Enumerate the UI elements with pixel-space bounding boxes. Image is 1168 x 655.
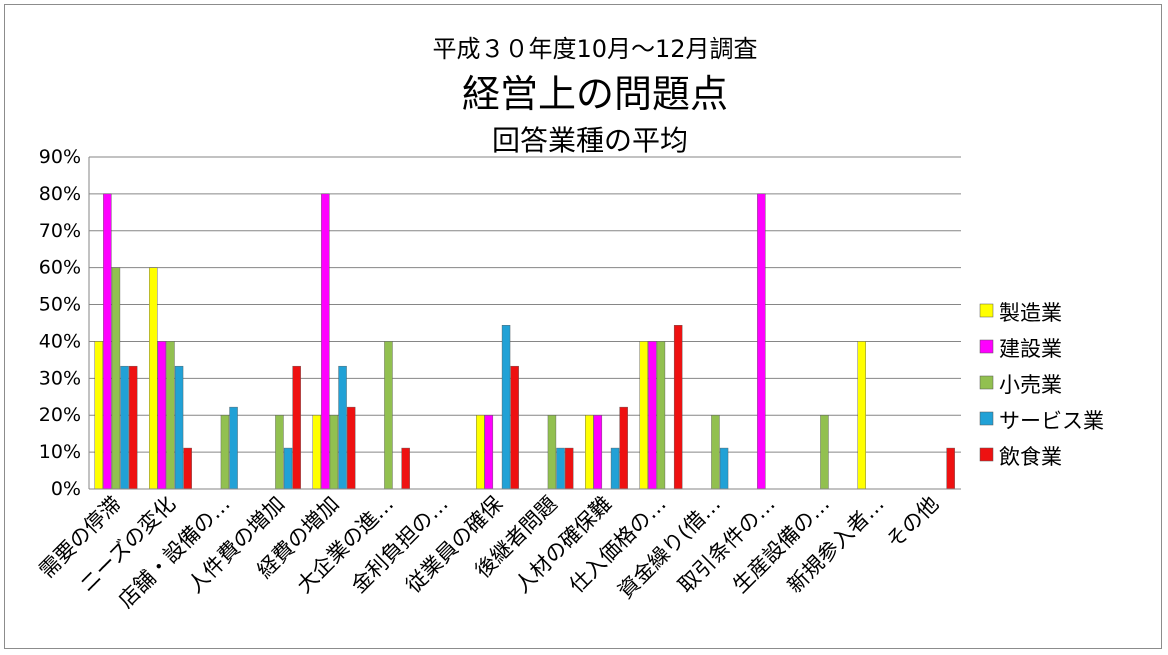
bar: 小売業 仕入価格の… [656,341,666,490]
bar: 飲食業 仕入価格の… [673,325,683,490]
bar: 建設業 ニーズの変化 [157,341,167,490]
bar: 小売業 経費の増加 [329,415,339,490]
bar: サービス業 ニーズの変化 [174,365,184,490]
legend-swatch [979,303,994,318]
y-tick-label: 80% [39,183,81,205]
bar: サービス業 店舗・設備の… [229,406,238,490]
x-axis-ticks: 需要の停滞ニーズの変化店舗・設備の…人件費の増加経費の増加大企業の進…金利負担の… [35,492,944,613]
bar: 飲食業 従業員の確保 [510,365,519,490]
x-tick-label: 新規参入者… [783,492,889,598]
x-tick-label: その他 [882,492,944,554]
bar: 小売業 ニーズの変化 [166,341,175,490]
y-tick-label: 60% [39,257,81,279]
bar: サービス業 後継者問題 [556,447,565,490]
bar: 飲食業 大企業の進… [401,447,410,490]
y-tick-label: 70% [39,220,81,242]
bar: 飲食業 経費の増加 [346,406,356,490]
y-tick-label: 90% [39,146,81,168]
bar: サービス業 経費の増加 [338,365,347,490]
bar: 小売業 人件費の増加 [275,415,284,490]
bar: 製造業 人材の確保難 [585,415,594,490]
bar: サービス業 資金繰り(借… [719,447,729,490]
bar: 飲食業 人材の確保難 [619,406,628,490]
bar: 小売業 需要の停滞 [111,267,121,490]
legend-label: サービス業 [999,409,1104,433]
y-axis-ticks: 0% 10% 20% 30% 40% 50% 60% 70% 80% 90% [39,146,81,500]
bar: 建設業 取引条件の… [757,193,766,490]
chart: 平成３０年度10月～12月調査 経営上の問題点 回答業種の平均 製造業 需要の停… [35,35,1104,613]
legend-label: 製造業 [999,301,1062,325]
bar: 小売業 生産設備の… [820,415,829,490]
bar: 建設業 仕入価格の… [648,341,657,490]
legend-swatch [979,447,994,462]
chart-title: 経営上の問題点 [462,72,728,116]
bar: 建設業 人材の確保難 [593,415,603,490]
bar: サービス業 人件費の増加 [283,447,293,490]
bars: 製造業 需要の停滞 製造業 ニーズの変化製造業 経費の増加 製造業 従業員の確保 製造… [94,193,955,490]
legend-label: 小売業 [999,373,1062,397]
chart-subtitle: 回答業種の平均 [492,124,688,157]
bar: サービス業 従業員の確保 [501,325,511,490]
y-tick-label: 10% [39,441,81,463]
bar: 製造業 経費の増加 [312,415,321,490]
y-tick-label: 20% [39,404,81,426]
bar: 製造業 需要の停滞 [94,341,103,490]
y-tick-label: 0% [51,478,81,500]
bar: 小売業 資金繰り(借… [711,415,720,490]
y-tick-label: 30% [39,367,81,389]
chart-supertitle: 平成３０年度10月～12月調査 [432,35,757,63]
bar: 製造業 仕入価格の… [639,341,648,490]
bar: 小売業 大企業の進… [384,341,393,490]
bar: 製造業 従業員の確保 [476,415,485,490]
bar: 建設業 需要の停滞 [103,193,112,490]
legend-swatch [979,375,994,390]
legend-swatch [979,411,994,426]
bar: 飲食業 後継者問題 [564,447,574,490]
gridlines [89,156,961,490]
bar: 建設業 従業員の確保 [484,415,494,490]
bar: 建設業 経費の増加 [321,193,330,490]
bar: 製造業 ニーズの変化 [149,267,158,490]
bar: 小売業 店舗・設備の… [220,415,230,490]
bar: サービス業 人材の確保難 [610,447,620,490]
bar: 飲食業 その他 [946,447,955,490]
legend-label: 建設業 [999,337,1062,361]
chart-frame: 平成３０年度10月～12月調査 経営上の問題点 回答業種の平均 製造業 需要の停… [4,4,1162,649]
bar: 飲食業 需要の停滞 [128,365,138,490]
bar: 小売業 後継者問題 [547,415,557,490]
bar: サービス業 需要の停滞 [120,365,129,490]
y-tick-label: 40% [39,330,81,352]
bar: 飲食業 ニーズの変化 [183,447,192,490]
legend-swatch [979,339,994,354]
legend-label: 飲食業 [999,445,1062,469]
y-tick-label: 50% [39,294,81,316]
bar: 製造業 新規参入者… [857,341,866,490]
axes [88,157,961,490]
bar: 飲食業 人件費の増加 [292,365,301,490]
